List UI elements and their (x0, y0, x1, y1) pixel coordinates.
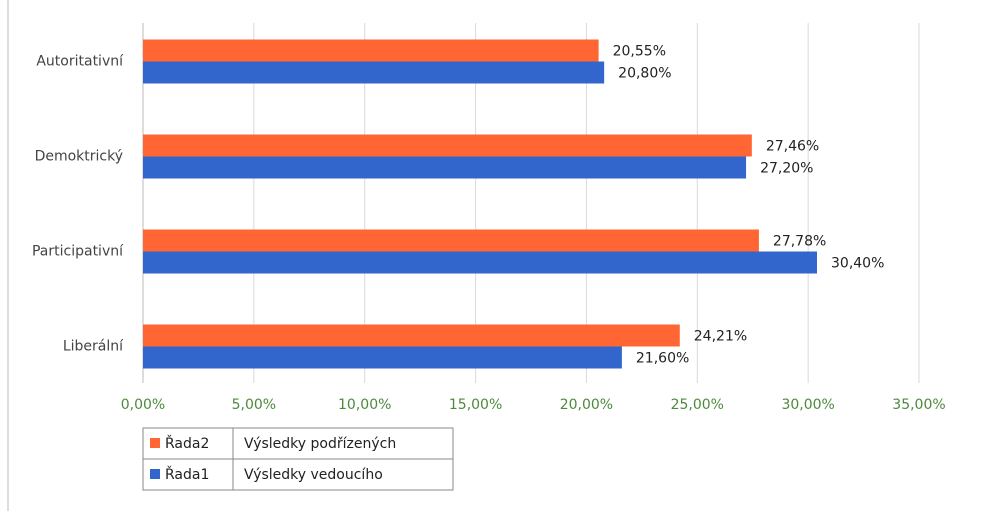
x-tick-label: 35,00% (892, 397, 945, 413)
bar (143, 251, 818, 274)
x-tick-label: 25,00% (671, 397, 724, 413)
bar (143, 134, 752, 157)
data-label: 30,40% (831, 256, 884, 272)
bar (143, 346, 622, 369)
y-tick-label: Demoktrický (35, 149, 123, 165)
legend-label: Řada1 (165, 466, 209, 483)
bar (143, 61, 605, 84)
bar (143, 229, 759, 252)
legend-swatch (150, 469, 160, 479)
data-label: 27,78% (773, 234, 826, 250)
data-label: 24,21% (694, 329, 747, 345)
data-label: 20,80% (618, 66, 671, 82)
legend-description: Výsledky vedoucího (244, 467, 383, 483)
bar (143, 156, 747, 179)
y-tick-label: Liberální (63, 339, 124, 355)
legend-swatch (150, 438, 160, 448)
data-label: 27,20% (760, 161, 813, 177)
legend-label: Řada2 (165, 435, 209, 452)
y-tick-label: Autoritativní (36, 54, 124, 70)
x-tick-label: 20,00% (560, 397, 613, 413)
data-label: 27,46% (766, 139, 819, 155)
bar (143, 324, 680, 347)
y-tick-label: Participativní (32, 244, 124, 260)
data-label: 20,55% (613, 44, 666, 60)
x-tick-label: 30,00% (781, 397, 834, 413)
x-tick-label: 15,00% (449, 397, 502, 413)
bar (143, 39, 599, 62)
data-label: 21,60% (636, 351, 689, 367)
x-tick-label: 0,00% (121, 397, 165, 413)
x-tick-label: 5,00% (232, 397, 276, 413)
legend-description: Výsledky podřízených (244, 436, 396, 452)
x-tick-label: 10,00% (338, 397, 391, 413)
